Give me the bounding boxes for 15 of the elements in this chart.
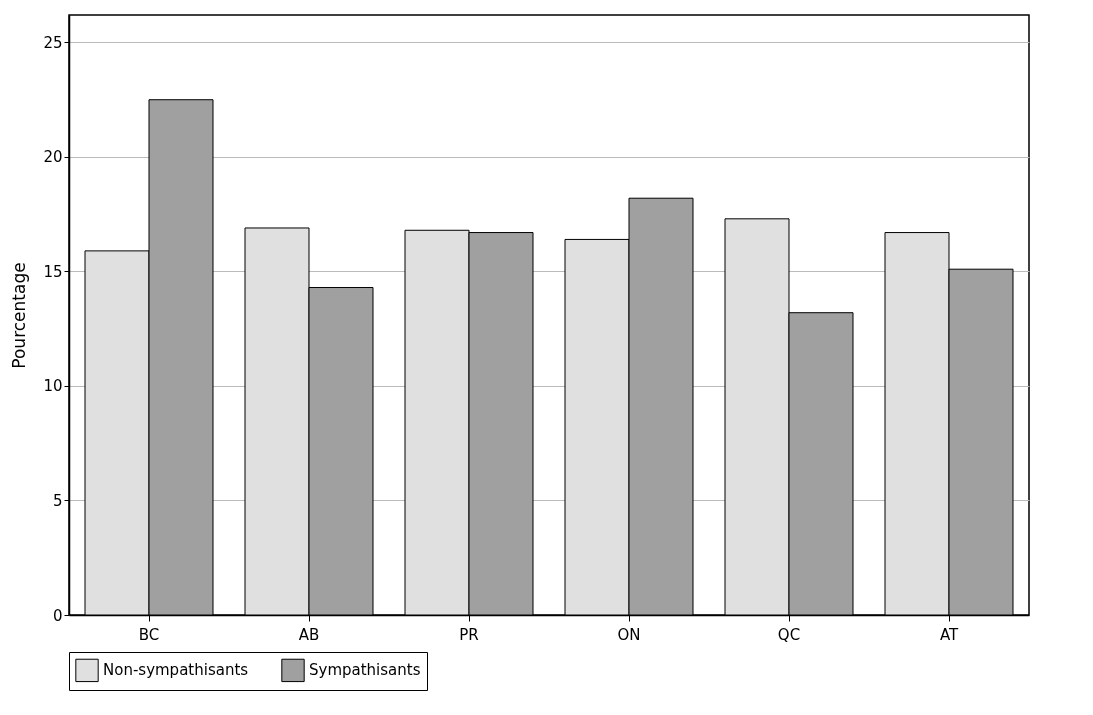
y-tick-label: 25 xyxy=(43,33,63,52)
y-tick-label: 15 xyxy=(43,262,63,281)
y-tick-label: 10 xyxy=(43,377,63,396)
x-tick-label: AB xyxy=(298,625,320,644)
x-tick-label: PR xyxy=(459,625,479,644)
y-axis-title: Pourcentage xyxy=(9,262,30,369)
x-tick-label: BC xyxy=(138,625,160,644)
x-tick-label: ON xyxy=(617,625,641,644)
x-tick-label: QC xyxy=(777,625,801,644)
y-tick-label: 0 xyxy=(52,606,63,625)
legend-label: Non-sympathisants xyxy=(103,661,249,680)
legend-label: Sympathisants xyxy=(309,661,421,680)
y-tick-label: 20 xyxy=(43,148,63,167)
x-tick-label: AT xyxy=(939,625,959,644)
y-tick-label: 5 xyxy=(52,492,63,510)
